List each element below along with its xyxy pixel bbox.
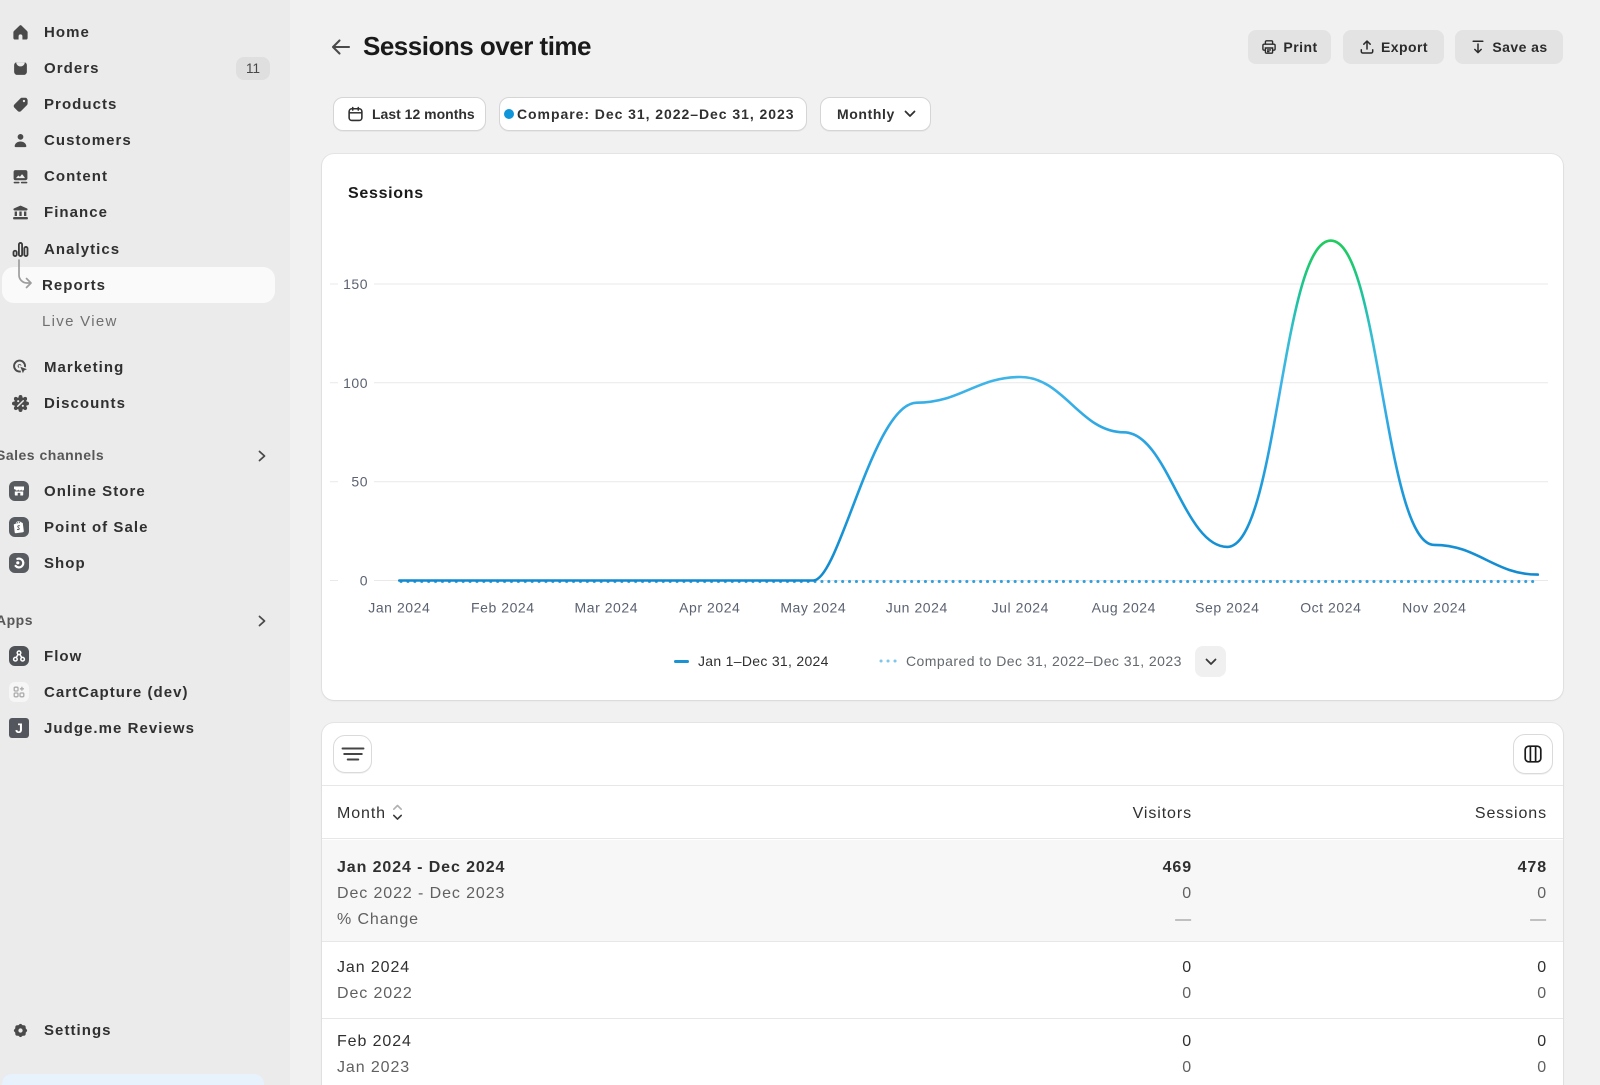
svg-text:Feb 2024: Feb 2024 xyxy=(471,600,535,616)
svg-text:J: J xyxy=(15,720,23,736)
svg-text:May 2024: May 2024 xyxy=(780,600,846,616)
svg-text:100: 100 xyxy=(343,375,368,391)
svg-text:Sep 2024: Sep 2024 xyxy=(1195,600,1259,616)
svg-text:150: 150 xyxy=(343,276,368,292)
svg-text:Aug 2024: Aug 2024 xyxy=(1092,600,1156,616)
svg-text:0: 0 xyxy=(360,573,368,589)
svg-text:Nov 2024: Nov 2024 xyxy=(1402,600,1466,616)
svg-text:50: 50 xyxy=(351,474,368,490)
svg-text:Apr 2024: Apr 2024 xyxy=(679,600,740,616)
svg-text:Jan 2024: Jan 2024 xyxy=(368,600,430,616)
svg-text:Jul 2024: Jul 2024 xyxy=(992,600,1049,616)
svg-text:Oct 2024: Oct 2024 xyxy=(1300,600,1361,616)
svg-text:Jun 2024: Jun 2024 xyxy=(886,600,948,616)
svg-text:Mar 2024: Mar 2024 xyxy=(575,600,639,616)
